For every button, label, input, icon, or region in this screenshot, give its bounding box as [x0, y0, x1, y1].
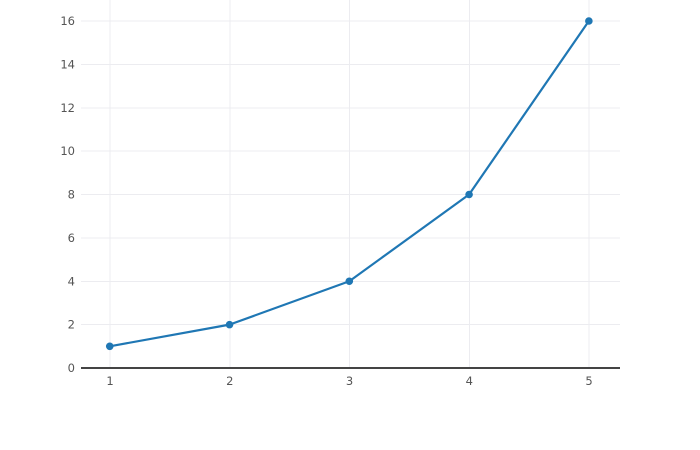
x-tick-label: 4 [466, 374, 473, 388]
y-tick-label: 10 [60, 144, 75, 158]
data-point[interactable] [465, 190, 473, 199]
data-point[interactable] [345, 277, 354, 286]
data-point[interactable] [585, 17, 593, 25]
data-point[interactable] [105, 342, 114, 351]
data-point[interactable] [225, 320, 234, 329]
y-tick-label: 8 [68, 188, 75, 202]
x-tick-label: 3 [346, 374, 353, 388]
series-markers-0 [105, 17, 593, 351]
y-tick-label: 16 [60, 14, 75, 28]
x-tick-labels: 1 2 3 4 5 [106, 374, 592, 388]
y-tick-label: 0 [68, 361, 75, 375]
y-tick-label: 14 [60, 57, 75, 71]
y-tick-label: 4 [68, 274, 75, 288]
y-tick-label: 12 [60, 101, 75, 115]
y-tick-label: 2 [68, 318, 75, 332]
x-tick-label: 1 [106, 374, 113, 388]
series-group [105, 17, 593, 351]
x-tick-label: 2 [226, 374, 233, 388]
x-gridlines [109, 0, 590, 368]
y-tick-label: 6 [68, 231, 75, 245]
y-tick-labels: 0 2 4 6 8 10 12 14 16 [60, 14, 75, 375]
y-gridlines [81, 20, 620, 326]
x-tick-label: 5 [585, 374, 592, 388]
